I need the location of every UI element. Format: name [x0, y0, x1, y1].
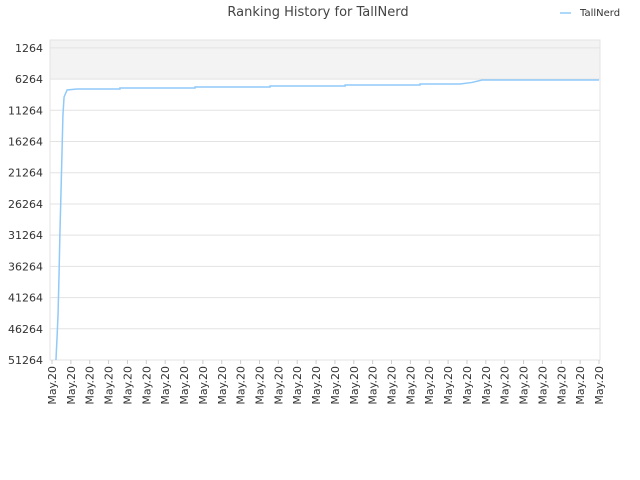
y-tick-label: 11264: [8, 104, 43, 117]
x-tick-label: May.20: [423, 366, 436, 405]
x-tick-label: May.20: [404, 366, 417, 405]
x-tick-label: May.20: [348, 366, 361, 405]
x-tick-label: May.20: [310, 366, 323, 405]
x-tick-label: May.20: [121, 366, 134, 405]
x-tick-label: May.20: [536, 366, 549, 405]
y-tick-label: 51264: [8, 354, 43, 367]
y-tick-label: 36264: [8, 260, 43, 273]
x-tick-label: May.20: [593, 366, 606, 405]
x-tick-label: May.20: [499, 366, 512, 405]
y-tick-label: 6264: [15, 73, 43, 86]
y-tick-label: 46264: [8, 323, 43, 336]
x-tick-label: May.20: [442, 366, 455, 405]
x-tick-label: May.20: [253, 366, 266, 405]
x-tick-label: May.20: [329, 366, 342, 405]
x-tick-label: May.20: [367, 366, 380, 405]
x-tick-label: May.20: [574, 366, 587, 405]
x-tick-label: May.20: [216, 366, 229, 405]
y-tick-label: 31264: [8, 229, 43, 242]
x-tick-label: May.20: [291, 366, 304, 405]
y-tick-label: 16264: [8, 136, 43, 149]
x-tick-label: May.20: [518, 366, 531, 405]
x-tick-label: May.20: [461, 366, 474, 405]
x-tick-label: May.20: [480, 366, 493, 405]
y-tick-label: 26264: [8, 198, 43, 211]
x-tick-label: May.20: [386, 366, 399, 405]
line: [55, 79, 599, 361]
x-tick-label: May.20: [103, 366, 116, 405]
x-tick-label: May.20: [272, 366, 285, 405]
x-tick-label: May.20: [140, 366, 153, 405]
x-tick-label: May.20: [235, 366, 248, 405]
y-tick-label: 1264: [15, 42, 43, 55]
x-tick-label: May.20: [65, 366, 78, 405]
y-tick-label: 21264: [8, 167, 43, 180]
y-tick-label: 41264: [8, 292, 43, 305]
chart-title: Ranking History for TallNerd: [227, 5, 408, 20]
x-tick-label: May.20: [46, 366, 59, 405]
band: [50, 40, 600, 80]
x-tick-label: May.20: [84, 366, 97, 405]
legend-label: TallNerd: [579, 8, 620, 19]
x-tick-label: May.20: [555, 366, 568, 405]
x-tick-label: May.20: [178, 366, 191, 405]
x-tick-label: May.20: [159, 366, 172, 405]
x-tick-label: May.20: [197, 366, 210, 405]
